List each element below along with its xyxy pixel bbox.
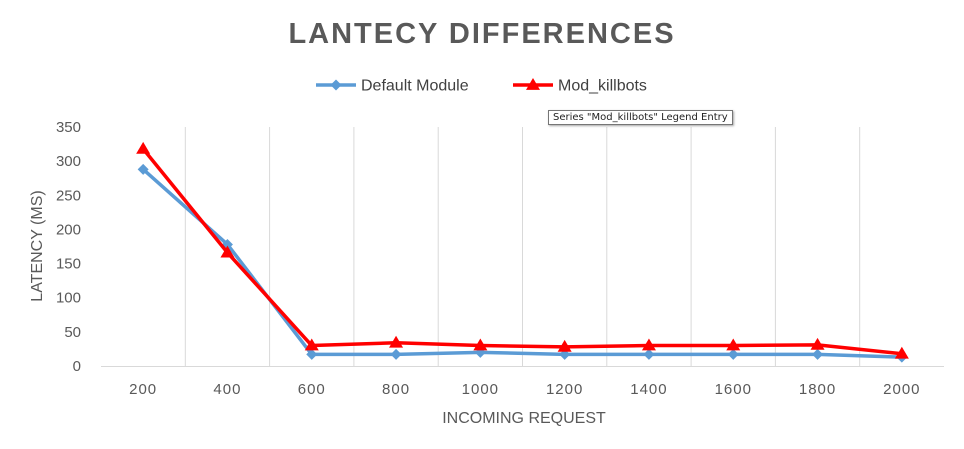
series-line[interactable] xyxy=(141,147,903,356)
data-point[interactable] xyxy=(306,348,318,360)
y-tick-label: 50 xyxy=(64,324,81,341)
data-point[interactable] xyxy=(389,335,404,348)
legend-marker[interactable] xyxy=(330,79,342,91)
x-tick-label: 1600 xyxy=(715,381,752,398)
data-point[interactable] xyxy=(390,348,402,360)
x-tick-label: 1400 xyxy=(630,381,667,398)
data-point[interactable] xyxy=(473,338,488,351)
data-point[interactable] xyxy=(641,338,656,351)
y-tick-label: 250 xyxy=(56,187,81,204)
y-axis-label: LATENCY (MS) xyxy=(29,190,46,301)
series-layer[interactable] xyxy=(136,141,909,363)
x-tick-label: 200 xyxy=(129,381,157,398)
x-tick-label: 2000 xyxy=(883,381,920,398)
y-tick-label: 100 xyxy=(56,290,81,307)
legend-label: Mod_killbots xyxy=(558,78,647,95)
legend[interactable]: Default Module Mod_killbots xyxy=(316,78,647,95)
y-tick-label: 200 xyxy=(56,221,81,238)
data-point[interactable] xyxy=(812,348,824,360)
data-point[interactable] xyxy=(727,348,739,360)
data-point[interactable] xyxy=(220,245,235,258)
x-tick-label: 1000 xyxy=(462,381,499,398)
x-tick-label: 800 xyxy=(382,381,410,398)
data-point[interactable] xyxy=(643,348,655,360)
gridlines xyxy=(101,127,944,367)
data-point[interactable] xyxy=(810,337,825,350)
x-tick-label: 1200 xyxy=(546,381,583,398)
y-tick-label: 0 xyxy=(73,358,81,375)
x-tick-label: 400 xyxy=(213,381,241,398)
data-point[interactable] xyxy=(136,141,151,154)
data-point[interactable] xyxy=(726,338,741,351)
x-axis-ticks: 200 400 600 800 1000 1200 1400 1600 1800 2000 xyxy=(129,381,920,398)
legend-label: Default Module xyxy=(361,78,469,95)
legend-entry-tooltip: Series "Mod_killbots" Legend Entry xyxy=(548,110,733,125)
y-tick-label: 300 xyxy=(56,153,81,170)
y-tick-label: 150 xyxy=(56,256,81,273)
legend-entry[interactable]: Default Module xyxy=(316,78,469,95)
y-axis-ticks: 0 50 100 150 200 250 300 350 xyxy=(56,119,81,375)
x-axis-label: INCOMING REQUEST xyxy=(442,410,606,427)
x-tick-label: 600 xyxy=(298,381,326,398)
data-point[interactable] xyxy=(304,338,319,351)
chart-title: LANTECY DIFFERENCES xyxy=(288,18,675,50)
data-point[interactable] xyxy=(894,346,909,359)
x-tick-label: 1800 xyxy=(799,381,836,398)
series-mod-killbots[interactable] xyxy=(136,141,909,359)
legend-entry[interactable]: Mod_killbots xyxy=(513,78,647,95)
data-point[interactable] xyxy=(137,163,149,175)
data-point[interactable] xyxy=(557,339,572,352)
y-tick-label: 350 xyxy=(56,119,81,136)
legend-marker[interactable] xyxy=(526,78,540,90)
